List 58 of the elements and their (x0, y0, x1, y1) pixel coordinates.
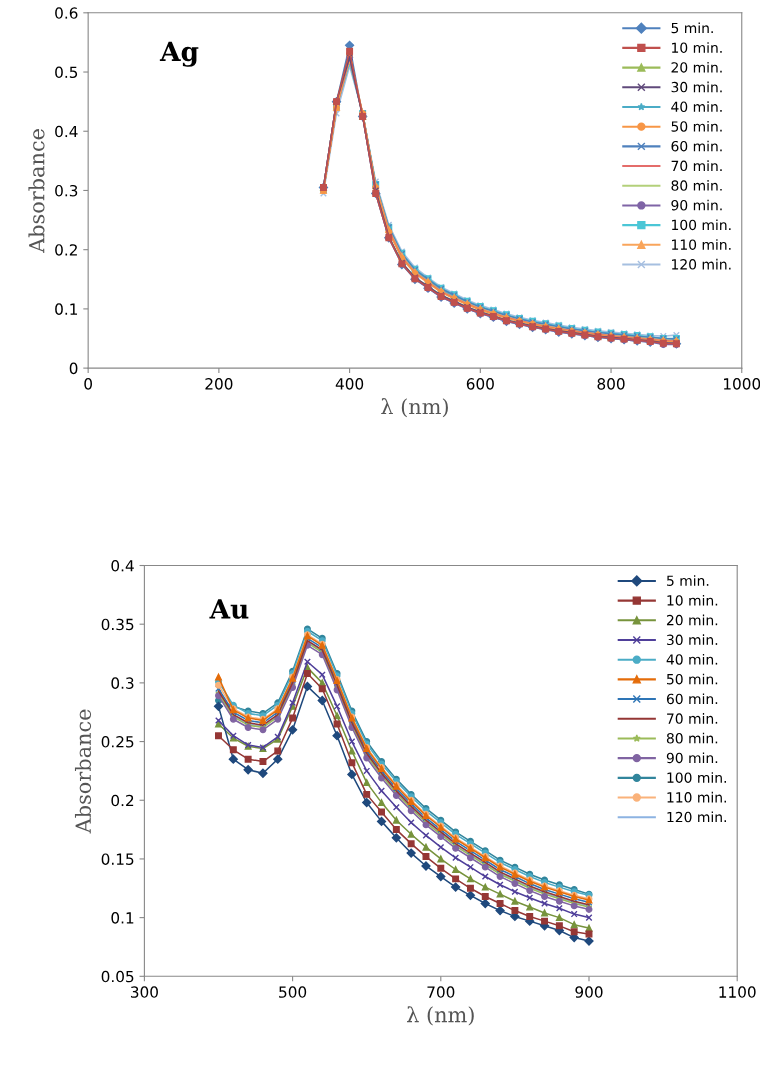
legend-label: 120 min. (672, 258, 731, 270)
legend-label: 50 min. (667, 673, 718, 685)
x-tick-label: 600 (466, 378, 494, 390)
y-tick-label: 0.2 (111, 794, 134, 807)
y-tick-label: 0.15 (101, 853, 134, 865)
x-tick-label: 1100 (719, 986, 756, 998)
legend-label: 80 min. (671, 180, 722, 191)
legend-label: 110 min. (672, 239, 731, 250)
x-axis-title: λ (nm) (381, 398, 448, 418)
y-tick-label: 0.3 (55, 184, 78, 197)
y-tick-label: 0.4 (55, 125, 78, 138)
x-tick-label: 400 (335, 378, 364, 390)
y-tick-label: 0.5 (55, 66, 78, 79)
x-tick-label: 200 (205, 378, 233, 390)
legend-label: 120 min. (667, 811, 726, 823)
x-tick-label: 700 (427, 986, 455, 998)
y-axis-title: Absorbance (74, 709, 92, 834)
x-tick-label: 300 (130, 986, 158, 998)
legend-label: 20 min. (666, 614, 718, 626)
y-tick-label: 0.25 (101, 736, 134, 748)
x-tick-label: 500 (279, 986, 307, 998)
y-tick-label: 0.35 (101, 618, 134, 631)
y-tick-label: 0.1 (55, 303, 78, 315)
y-tick-label: 0.2 (55, 244, 77, 256)
x-axis-title: λ (nm) (407, 1006, 474, 1026)
x-tick-label: 1000 (724, 378, 760, 390)
legend-label: 10 min. (672, 42, 722, 53)
y-tick-label: 0.6 (55, 7, 78, 19)
legend-label: 100 min. (672, 219, 731, 231)
legend-label: 70 min. (671, 160, 722, 172)
legend-label: 30 min. (671, 81, 722, 93)
legend-label: 5 min. (667, 575, 709, 586)
legend-label: 80 min. (666, 732, 718, 744)
x-tick-label: 0 (84, 378, 93, 390)
legend-label: 40 min. (666, 654, 718, 665)
y-tick-label: 0 (69, 362, 78, 375)
legend-label: 90 min. (671, 199, 722, 211)
legend-label: 20 min. (671, 61, 722, 73)
y-tick-label: 0.4 (111, 559, 134, 572)
legend-label: 60 min. (666, 693, 718, 705)
legend-label: 70 min. (667, 713, 718, 724)
legend-label: 100 min. (667, 772, 726, 783)
x-tick-label: 900 (575, 986, 603, 998)
legend-label: 30 min. (667, 634, 718, 646)
annotation: Ag (159, 41, 199, 67)
x-tick-label: 800 (597, 378, 625, 390)
y-tick-label: 0.3 (111, 677, 134, 689)
y-axis-title: Absorbance (28, 129, 45, 253)
legend-label: 50 min. (671, 120, 722, 132)
legend-label: 5 min. (671, 22, 713, 34)
legend-label: 90 min. (666, 752, 718, 764)
legend-label: 40 min. (671, 101, 722, 113)
legend-label: 110 min. (667, 791, 726, 803)
legend-label: 60 min. (671, 140, 722, 152)
y-tick-label: 0.1 (111, 912, 134, 924)
y-tick-label: 0.05 (101, 970, 134, 983)
legend-label: 10 min. (667, 594, 718, 606)
annotation: Au (209, 599, 249, 619)
